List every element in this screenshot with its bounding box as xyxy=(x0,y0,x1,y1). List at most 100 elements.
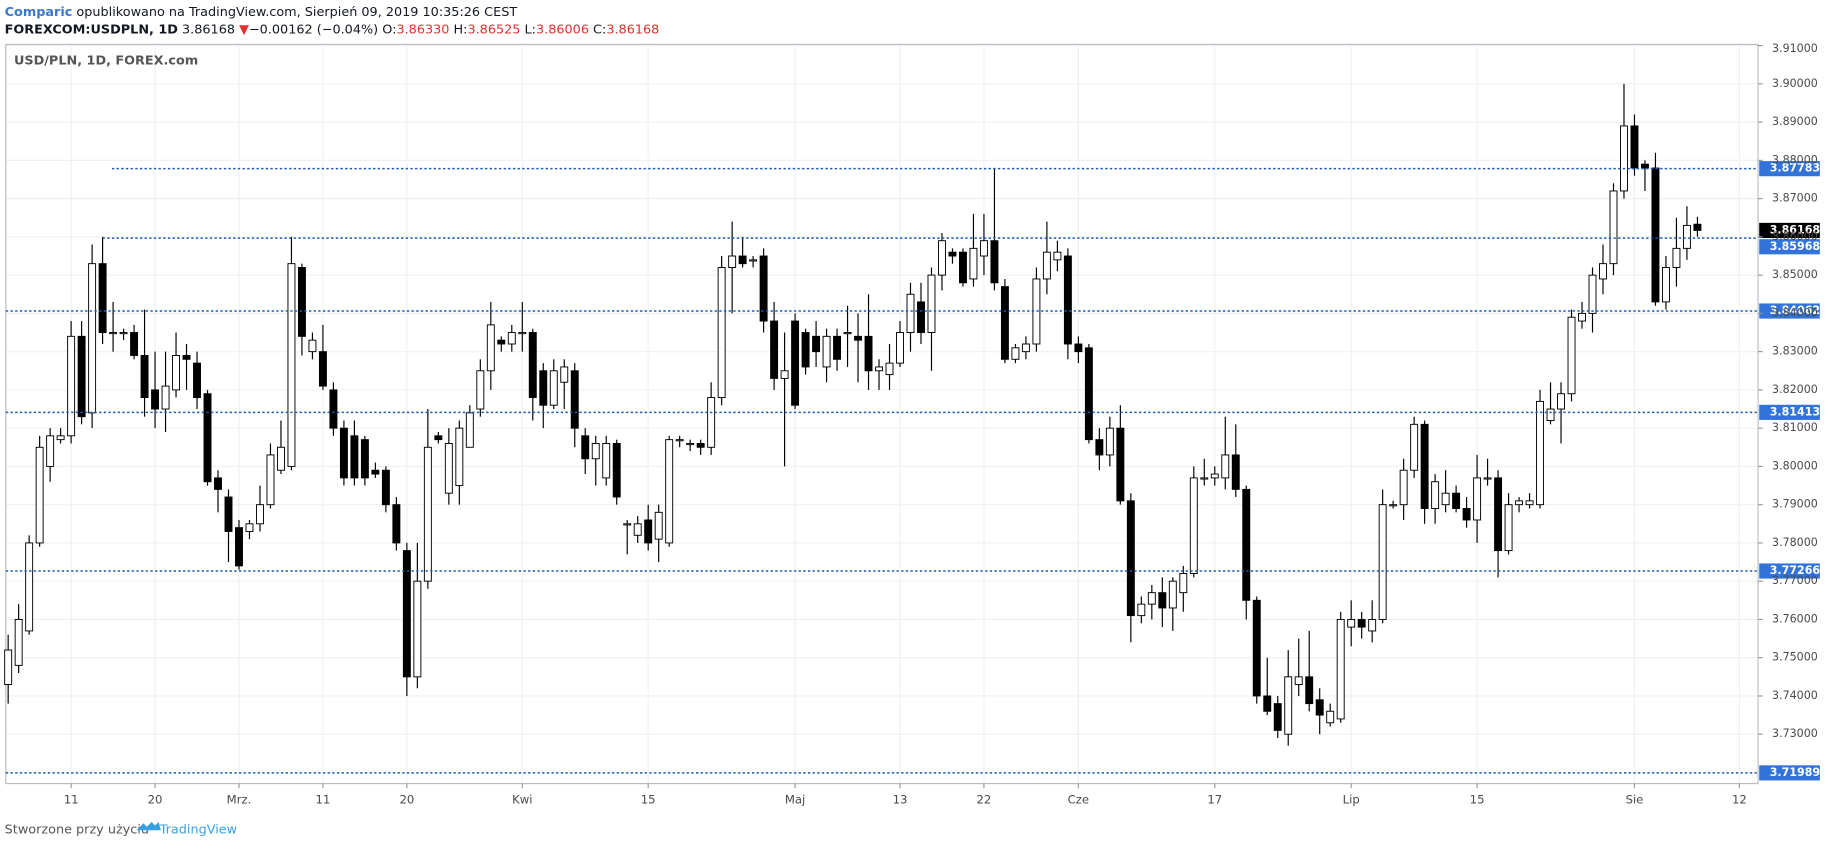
candle-body xyxy=(130,332,139,356)
y-tick-label: 3.73000 xyxy=(1772,727,1818,740)
candle-body xyxy=(1651,167,1660,303)
candle-body xyxy=(875,366,883,372)
candle-body xyxy=(119,332,128,335)
candle-body xyxy=(1473,477,1482,521)
candle-body xyxy=(1661,267,1670,303)
grid xyxy=(5,44,1759,784)
x-tick-label: 22 xyxy=(977,792,992,806)
candle-body xyxy=(1441,492,1450,506)
candle-body xyxy=(224,496,233,532)
candle-body xyxy=(1011,347,1020,360)
candle-body xyxy=(917,301,925,333)
brand: Comparic xyxy=(5,4,73,19)
candle-body xyxy=(1410,423,1419,471)
ohlc-l: 3.86006 xyxy=(536,22,589,37)
candle-body xyxy=(434,435,443,441)
candle-body xyxy=(1672,247,1681,268)
candle-body xyxy=(1189,477,1198,575)
level-tag-label: 3.71989 xyxy=(1770,766,1820,779)
candle-body xyxy=(98,263,107,333)
candle-body xyxy=(770,320,779,379)
candle-body xyxy=(46,435,55,467)
x-tick-label: Cze xyxy=(1068,792,1089,806)
change-arrow: ▼ xyxy=(239,22,249,37)
candle-body xyxy=(1231,454,1240,490)
candle-body xyxy=(1578,312,1586,322)
candle-body xyxy=(88,263,97,414)
footer-text: Stworzone przy użyciu xyxy=(5,823,149,838)
y-tick-label: 3.80000 xyxy=(1772,459,1818,472)
level-tag xyxy=(1759,765,1820,781)
candle-body xyxy=(1399,469,1408,506)
candle-body xyxy=(329,389,338,429)
candle-body xyxy=(1609,190,1618,265)
footer-logo xyxy=(136,822,161,831)
candle-body xyxy=(203,393,212,483)
candle-body xyxy=(1284,676,1293,735)
candle-body xyxy=(1294,676,1303,685)
candle-body xyxy=(791,320,800,406)
candle-body xyxy=(1504,504,1513,552)
candle-body xyxy=(423,446,432,582)
x-tick-label: 20 xyxy=(148,792,163,806)
candle-body xyxy=(1063,255,1072,345)
candle-body xyxy=(1431,481,1440,509)
candle-body xyxy=(665,439,674,544)
candle-body xyxy=(1462,508,1471,521)
x-tick-label: Maj xyxy=(785,792,805,806)
candle-body xyxy=(696,442,705,448)
candle-body xyxy=(1305,676,1314,705)
candle-body xyxy=(602,442,611,479)
y-tick-label: 3.74000 xyxy=(1772,689,1818,702)
candle-body xyxy=(1126,500,1135,617)
y-tick-label: 3.87000 xyxy=(1772,192,1818,205)
level-tag-label: 3.87783 xyxy=(1770,162,1820,175)
candle-body xyxy=(308,339,317,353)
candle-body xyxy=(948,251,957,257)
candle-body xyxy=(1525,500,1534,506)
candle-body xyxy=(486,324,495,372)
y-tick-label: 3.77000 xyxy=(1772,574,1818,587)
x-tick-label: 17 xyxy=(1207,792,1222,806)
candle-body xyxy=(1368,618,1377,632)
candle-body xyxy=(1588,274,1597,314)
ohlc-c: 3.86168 xyxy=(606,22,659,37)
ohlc-h: 3.86525 xyxy=(467,22,520,37)
candle-body xyxy=(1158,592,1167,609)
candle-body xyxy=(675,439,684,442)
candle-body xyxy=(1557,393,1565,410)
candle-body xyxy=(560,366,569,383)
candle-body xyxy=(1452,492,1461,509)
candle-body xyxy=(549,370,558,406)
candle-body xyxy=(413,580,422,678)
axes: 3.73000 3.74000 3.75000 3.76000 3.77000 3.780… xyxy=(64,42,1818,806)
y-tick-label: 3.90000 xyxy=(1772,77,1818,90)
y-tick-label: 3.83000 xyxy=(1772,345,1818,358)
candle-body xyxy=(402,550,411,678)
candle-body xyxy=(1116,427,1125,502)
footer-brand: TradingView xyxy=(159,823,237,838)
candle-body xyxy=(109,332,118,335)
candle-body xyxy=(161,385,170,410)
candle-body xyxy=(644,519,653,544)
symbol: FOREXCOM:USDPLN, 1D xyxy=(5,22,178,37)
candle-body xyxy=(780,370,789,379)
candle-body xyxy=(1483,477,1492,480)
candle-body xyxy=(906,293,915,333)
candle-body xyxy=(633,523,642,536)
candle-body xyxy=(235,527,243,567)
candle-body xyxy=(1420,423,1429,509)
level-tag xyxy=(1759,239,1820,255)
candle-body xyxy=(287,263,296,467)
candle-body xyxy=(193,362,201,399)
chart-title: USD/PLN, 1D, FOREX.com xyxy=(14,53,198,68)
y-tick-label: 3.82000 xyxy=(1772,383,1818,396)
candle-body xyxy=(1084,347,1093,441)
candle-body xyxy=(1021,343,1030,353)
candle-body xyxy=(581,435,590,460)
levels: 3.87783 3.85968 3.84062 3.81413 3.77266 3.719… xyxy=(5,161,1820,781)
candle-body xyxy=(1336,618,1345,720)
candle-body xyxy=(1357,618,1366,628)
candle-body xyxy=(990,240,999,284)
x-tick-label: 13 xyxy=(893,792,908,806)
